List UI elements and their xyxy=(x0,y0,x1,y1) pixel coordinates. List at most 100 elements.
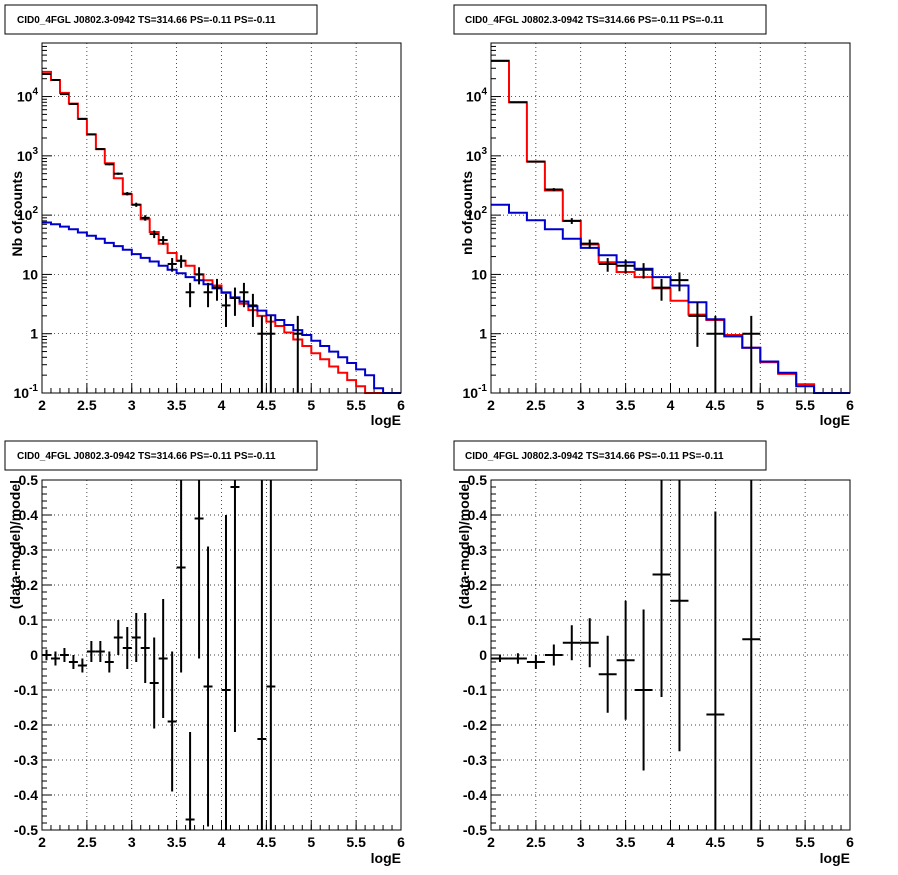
x-tick-label: 2 xyxy=(38,397,46,413)
y-tick-label: 10-1 xyxy=(14,383,39,401)
data-point xyxy=(140,613,150,683)
y-tick-label: -0.1 xyxy=(463,682,487,698)
y-tick-base: 10 xyxy=(466,89,482,105)
y-tick-label: -0.4 xyxy=(463,787,487,803)
x-tick-label: 2.5 xyxy=(526,397,546,413)
data-point xyxy=(104,163,114,166)
y-tick-label: -0.4 xyxy=(14,787,38,803)
data-point xyxy=(221,293,231,327)
y-tick-label: -0.1 xyxy=(14,682,38,698)
y-tick-base: 10 xyxy=(466,207,482,223)
data-point xyxy=(194,480,204,659)
y-tick-base: 10 xyxy=(463,385,479,401)
data-point xyxy=(158,236,168,245)
data-point xyxy=(185,732,195,830)
data-point xyxy=(239,282,249,308)
data-point xyxy=(257,315,267,393)
x-tick-label: 5.5 xyxy=(795,834,815,850)
x-tick-label: 6 xyxy=(846,834,854,850)
y-tick-label: 0.5 xyxy=(19,472,39,488)
y-tick-label: 0.3 xyxy=(19,542,39,558)
y-tick-label: 103 xyxy=(466,146,488,164)
title-box xyxy=(453,440,767,471)
y-axis-label: nb of counts xyxy=(459,171,475,255)
y-tick-exponent: 3 xyxy=(32,146,38,157)
y-tick-exponent: 2 xyxy=(481,205,487,216)
y-axis-label: Nb of counts xyxy=(9,171,25,257)
data-point xyxy=(580,239,599,249)
panel-title: CID0_4FGL J0802.3-0942 TS=314.66 PS=-0.1… xyxy=(465,15,724,26)
data-point xyxy=(652,278,671,301)
data-point xyxy=(42,649,51,661)
data-point xyxy=(122,627,132,669)
data-point xyxy=(149,230,159,239)
x-tick-label: 4 xyxy=(667,397,675,413)
data-point xyxy=(742,315,761,393)
data-point xyxy=(113,620,123,655)
y-tick-exponent: 2 xyxy=(32,205,38,216)
data-point xyxy=(562,625,581,661)
x-tick-label: 2.5 xyxy=(526,834,546,850)
data-point xyxy=(526,160,545,163)
x-tick-label: 5 xyxy=(756,834,764,850)
data-point xyxy=(616,600,635,720)
x-tick-label: 5 xyxy=(307,397,315,413)
x-tick-label: 6 xyxy=(397,834,405,850)
x-tick-label: 3.5 xyxy=(167,834,187,850)
y-tick-label: 0.2 xyxy=(19,577,39,593)
x-tick-label: 4 xyxy=(218,397,226,413)
data-point xyxy=(149,637,159,729)
data-point xyxy=(266,480,276,830)
data-point xyxy=(742,480,761,830)
data-point xyxy=(652,480,671,697)
y-tick-base: 10 xyxy=(17,207,33,223)
data-point xyxy=(670,480,689,752)
data-point xyxy=(212,278,222,301)
y-axis-label: (data-model)/model xyxy=(7,480,23,609)
data-point xyxy=(544,188,563,192)
x-tick-label: 5.5 xyxy=(346,397,366,413)
title-box xyxy=(453,4,767,35)
residual-panel-right: CID0_4FGL J0802.3-0942 TS=314.66 PS=-0.1… xyxy=(453,440,854,866)
x-tick-label: 2 xyxy=(487,397,495,413)
y-tick-label: -0.5 xyxy=(14,822,38,838)
residual-panel-left: CID0_4FGL J0802.3-0942 TS=314.66 PS=-0.1… xyxy=(4,440,405,866)
data-point xyxy=(266,315,276,393)
data-point xyxy=(176,255,186,268)
x-tick-label: 5 xyxy=(307,834,315,850)
y-tick-label: 1 xyxy=(30,326,38,342)
data-point xyxy=(68,102,78,105)
data-point xyxy=(293,315,303,393)
panel-title: CID0_4FGL J0802.3-0942 TS=314.66 PS=-0.1… xyxy=(465,451,724,462)
data-point xyxy=(706,315,725,393)
plot-frame xyxy=(41,42,402,394)
x-tick-label: 2.5 xyxy=(77,834,97,850)
x-tick-label: 4.5 xyxy=(257,834,277,850)
data-point xyxy=(526,655,545,669)
data-point xyxy=(140,215,150,221)
data-point xyxy=(86,133,96,136)
y-tick-base: 10 xyxy=(14,385,30,401)
y-tick-label: 0 xyxy=(30,647,38,663)
x-axis-label: logE xyxy=(371,850,401,866)
x-tick-label: 4 xyxy=(667,834,675,850)
x-tick-label: 5.5 xyxy=(346,834,366,850)
data-point xyxy=(230,287,240,316)
title-box xyxy=(4,4,318,35)
data-point xyxy=(122,192,132,196)
y-tick-label: -0.5 xyxy=(463,822,487,838)
x-tick-label: 3.5 xyxy=(616,397,636,413)
x-tick-label: 4 xyxy=(218,834,226,850)
x-tick-label: 6 xyxy=(397,397,405,413)
x-tick-label: 3 xyxy=(577,834,585,850)
data-point xyxy=(634,609,653,771)
y-tick-label: 0.1 xyxy=(19,612,39,628)
data-point xyxy=(131,202,141,207)
data-point xyxy=(113,172,123,175)
background-model-histogram xyxy=(491,203,850,394)
data-point xyxy=(598,635,617,713)
x-tick-label: 3 xyxy=(128,397,136,413)
y-tick-label: 0 xyxy=(479,647,487,663)
y-tick-exponent: -1 xyxy=(29,383,38,394)
